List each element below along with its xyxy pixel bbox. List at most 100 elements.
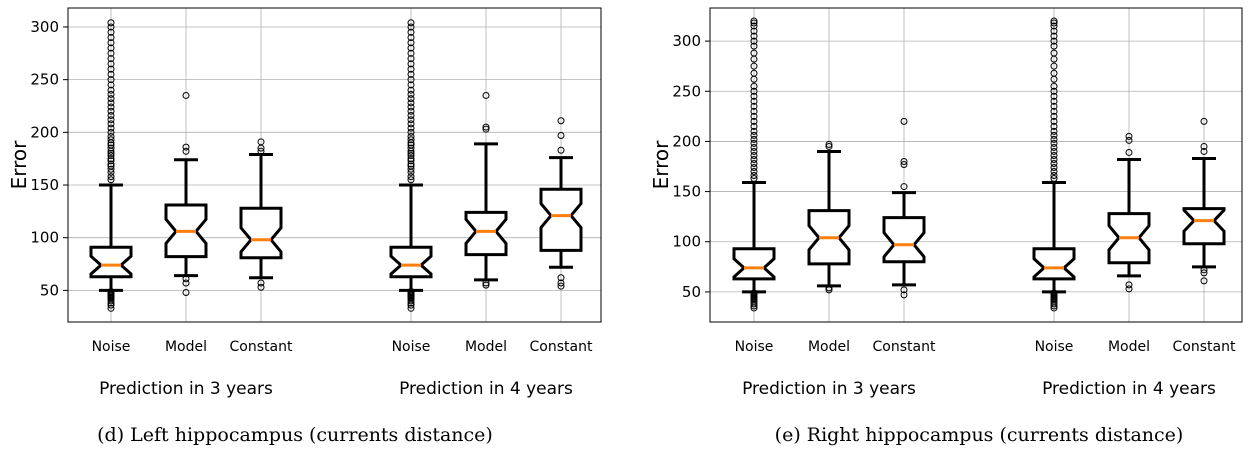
flier-point — [1050, 69, 1058, 77]
flier-point — [1050, 139, 1058, 147]
flier-point — [107, 155, 115, 163]
flier-point — [407, 304, 415, 312]
flier-point — [557, 117, 565, 125]
flier-point — [750, 62, 758, 70]
flier-point — [107, 144, 115, 152]
flier-point — [107, 160, 115, 168]
flier-point — [1200, 147, 1208, 155]
flier-point — [1050, 19, 1058, 27]
flier-point — [1050, 27, 1058, 35]
y-tick-label: 300 — [30, 18, 59, 36]
flier-point — [750, 49, 758, 57]
flier-point — [107, 49, 115, 57]
flier-point — [407, 176, 415, 184]
flier-point — [107, 176, 115, 184]
flier-point — [407, 28, 415, 36]
grid — [68, 8, 601, 322]
flier-point — [407, 49, 415, 57]
category-label: Noise — [1035, 339, 1074, 355]
box-body — [732, 247, 776, 281]
box-body — [239, 206, 283, 260]
grid — [710, 8, 1242, 322]
flier-point — [407, 149, 415, 157]
flier-point — [407, 107, 415, 115]
flier-point — [257, 138, 265, 146]
flier-point — [750, 175, 758, 183]
category-label: Noise — [92, 339, 131, 355]
flier-point — [107, 28, 115, 36]
flier-point — [750, 102, 758, 110]
chart-panel-2: 50 100 150 200 250 300 Error Noise Model Constant… — [649, 7, 1243, 446]
flier-point — [1050, 82, 1058, 90]
flier-point — [557, 279, 565, 287]
flier-point — [407, 120, 415, 128]
flier-point — [107, 124, 115, 132]
flier-point — [750, 17, 758, 25]
flier-point — [107, 157, 115, 165]
flier-point — [750, 143, 758, 151]
flier-point — [750, 139, 758, 147]
category-label: Constant — [1173, 339, 1236, 355]
flier-point — [825, 140, 833, 148]
flier-point — [407, 103, 415, 111]
flier-point — [107, 19, 115, 27]
category-label: Model — [1108, 339, 1150, 355]
flier-point — [107, 55, 115, 63]
flier-point — [407, 155, 415, 163]
flier-point — [750, 112, 758, 120]
flier-point — [107, 95, 115, 103]
flier-point — [182, 275, 190, 283]
flier-point — [1050, 117, 1058, 125]
flier-point — [750, 168, 758, 176]
flier-point — [1050, 131, 1058, 139]
plot-frame — [709, 7, 1243, 323]
flier-point — [107, 34, 115, 42]
flier-point — [1050, 122, 1058, 130]
flier-point — [1050, 175, 1058, 183]
flier-point — [825, 142, 833, 150]
flier-point — [1125, 285, 1133, 293]
flier-point — [482, 281, 490, 289]
box-body — [1182, 207, 1226, 246]
category-label: Constant — [230, 339, 293, 355]
flier-point — [1050, 155, 1058, 163]
flier-point — [257, 147, 265, 155]
flier-point — [1050, 159, 1058, 167]
flier-point — [1200, 269, 1208, 277]
flier-point — [407, 55, 415, 63]
flier-point — [107, 60, 115, 68]
flier-point — [750, 155, 758, 163]
flier-point — [750, 164, 758, 172]
category-label: Model — [465, 339, 507, 355]
flier-point — [107, 152, 115, 160]
flier-point — [107, 133, 115, 141]
flier-point — [407, 44, 415, 52]
box-group: Noise Model Constant Prediction in 3 years — [89, 19, 293, 399]
y-tick-label: 250 — [30, 71, 59, 89]
flier-point — [182, 143, 190, 151]
flier-point — [1050, 147, 1058, 155]
flier-point — [825, 286, 833, 294]
flier-point — [107, 111, 115, 119]
flier-point — [1050, 112, 1058, 120]
flier-point — [107, 116, 115, 124]
chart-panel-1: 50 100 150 200 250 300 Error Noise Model Constant… — [7, 7, 602, 446]
flier-point — [750, 97, 758, 105]
flier-point — [407, 141, 415, 149]
flier-point — [182, 91, 190, 99]
flier-point — [750, 151, 758, 159]
box-group: Noise Model Constant Prediction in 4 years — [389, 19, 593, 399]
flier-point — [107, 70, 115, 78]
flier-point — [407, 162, 415, 170]
flier-point — [407, 65, 415, 73]
flier-point — [107, 44, 115, 52]
group-label: Prediction in 3 years — [742, 379, 916, 399]
flier-point — [750, 122, 758, 130]
flier-point — [750, 131, 758, 139]
y-tick-label: 100 — [30, 229, 59, 247]
category-label: Noise — [735, 339, 774, 355]
flier-point — [1050, 164, 1058, 172]
figure-caption: (e) Right hippocampus (currents distance… — [775, 424, 1184, 446]
flier-point — [1125, 136, 1133, 144]
flier-point — [407, 70, 415, 78]
